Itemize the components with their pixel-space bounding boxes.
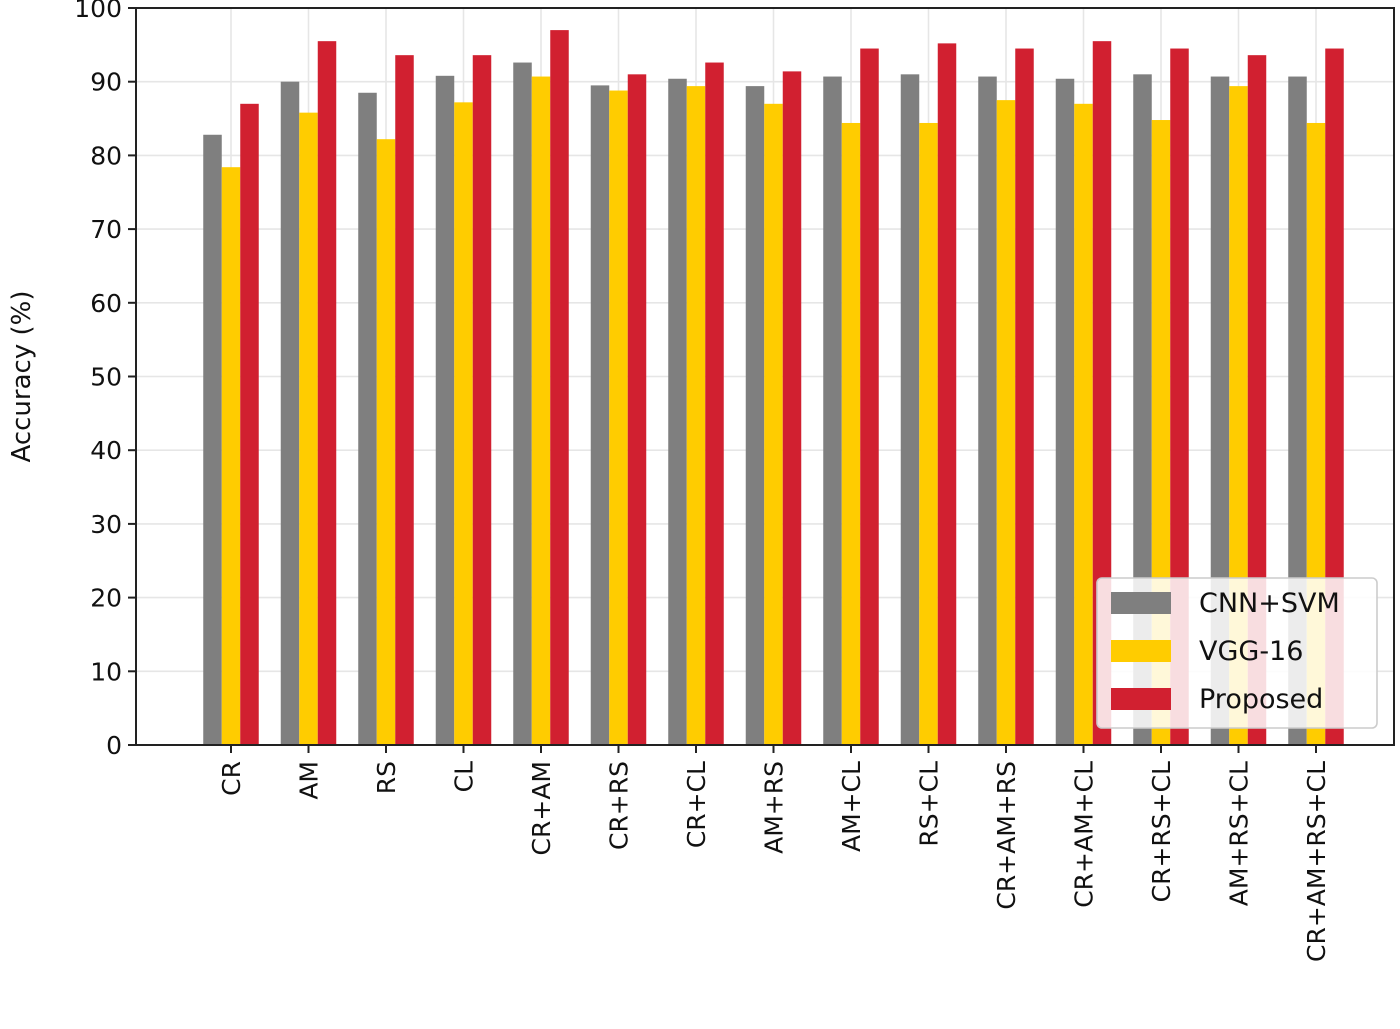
bar-proposed-cr-rs [627,74,647,745]
bar-vgg-16-rs-cl [919,122,938,746]
x-tick-label: CR+AM+RS+CL [1302,761,1331,962]
x-tick-label: CR+AM+RS [992,761,1021,910]
x-tick-label: RS [372,761,401,794]
bar-cnn-svm-cr-cl [668,78,687,745]
y-axis-label: Accuracy (%) [7,291,37,463]
bar-vgg-16-am-cl [841,122,861,746]
y-tick-label: 20 [90,584,122,613]
bar-vgg-16-cr-am [531,76,551,745]
y-tick-label: 70 [90,215,122,244]
x-tick-label: CR+RS [605,761,634,850]
x-tick-label: AM [295,761,324,800]
bar-proposed-am [317,41,337,746]
bar-cnn-svm-cr [203,134,222,745]
y-tick-label: 80 [90,141,122,170]
bar-proposed-am-rs [782,71,802,745]
bar-cnn-svm-am [280,81,300,745]
bar-proposed-cr-am-rs [1015,48,1034,746]
bar-cnn-svm-rs-cl [900,74,920,745]
bar-proposed-rs [395,55,414,746]
x-tick-label: RS+CL [915,761,944,847]
x-tick-label: CR+AM+CL [1070,761,1099,908]
x-axis-ticks: CR AM RS CL CR+AM CR+RS CR+CL AM+RS AM+CL RS+CL CR… [217,745,1331,962]
x-tick-label: AM+RS+CL [1225,761,1254,906]
bar-proposed-cr [240,103,259,745]
x-tick-label: CL [450,761,479,792]
bar-cnn-svm-rs [358,92,377,745]
x-tick-label: CR+RS+CL [1147,761,1176,902]
legend-label: CNN+SVM [1199,588,1340,619]
x-tick-label: CR+AM [527,761,556,855]
bar-proposed-cr-rs-cl [1170,48,1189,746]
y-tick-label: 0 [106,731,122,760]
bar-cnn-svm-cr-am-cl [1055,78,1075,745]
y-tick-label: 10 [90,657,122,686]
bar-vgg-16-cl [454,102,473,745]
x-tick-label: AM+CL [837,761,866,852]
y-axis-ticks: 0 10 20 30 40 50 60 70 80 90 100 [74,0,136,760]
bar-vgg-16-cr-am-rs [996,100,1016,745]
bar-proposed-am-rs-cl [1247,55,1267,746]
bar-cnn-svm-cl [435,75,455,745]
bar-proposed-cr-am-cl [1092,41,1112,746]
legend-swatch [1111,640,1171,662]
legend: CNN+SVM VGG-16 Proposed [1096,577,1378,729]
x-tick-label: CR+CL [682,761,711,848]
bar-proposed-cr-am-rs-cl [1325,48,1344,746]
bar-vgg-16-am [299,112,318,746]
y-tick-label: 90 [90,68,122,97]
bar-proposed-rs-cl [937,43,957,746]
bar-vgg-16-rs [376,139,396,745]
y-tick-label: 30 [90,510,122,539]
bar-vgg-16-am-rs [764,103,783,745]
y-tick-label: 60 [90,289,122,318]
legend-label: Proposed [1199,684,1323,715]
bar-proposed-am-cl [860,48,879,746]
y-tick-label: 100 [74,0,122,23]
y-tick-label: 50 [90,363,122,392]
legend-swatch [1111,592,1171,614]
bar-proposed-cr-cl [705,62,724,745]
bar-cnn-svm-cr-rs [590,85,610,745]
x-tick-label: CR [217,761,246,796]
bar-cnn-svm-am-cl [823,76,842,745]
bar-cnn-svm-am-rs [745,86,765,745]
bar-vgg-16-cr-cl [686,86,706,745]
bar-cnn-svm-cr-am-rs [978,76,997,745]
bar-proposed-cr-am [550,30,569,746]
y-tick-label: 40 [90,436,122,465]
bar-vgg-16-cr [221,167,241,745]
x-tick-label: AM+RS [760,761,789,854]
legend-swatch [1111,688,1171,710]
bar-vgg-16-cr-rs [609,90,628,745]
legend-label: VGG-16 [1199,636,1303,667]
bar-proposed-cl [472,55,492,746]
bar-vgg-16-cr-am-cl [1074,103,1093,745]
bar-cnn-svm-cr-am [513,62,532,745]
